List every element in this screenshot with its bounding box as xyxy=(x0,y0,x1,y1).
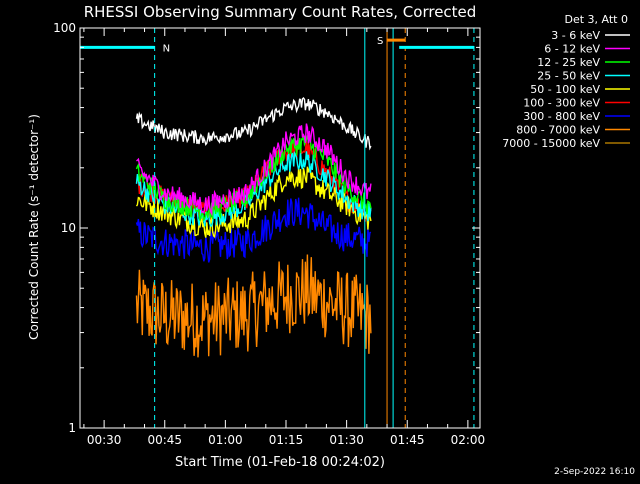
legend-label: 100 - 300 keV xyxy=(523,97,600,110)
legend-label: 3 - 6 keV xyxy=(551,29,600,42)
legend-label: 800 - 7000 keV xyxy=(516,124,600,137)
x-tick-label: 01:15 xyxy=(269,433,304,447)
series-line-6-12keV xyxy=(136,123,372,217)
footer-date: 2-Sep-2022 16:10 xyxy=(554,467,635,477)
series-line-12-25keV xyxy=(135,134,372,222)
series-line-3-6keV xyxy=(135,96,372,151)
legend-label: 6 - 12 keV xyxy=(544,43,600,56)
x-tick-label: 00:30 xyxy=(87,433,122,447)
y-tick-label: 1 xyxy=(68,421,76,435)
x-tick-label: 01:30 xyxy=(329,433,364,447)
plot-area: NS xyxy=(79,28,475,428)
y-axis-label: Corrected Count Rate (s⁻¹ detector⁻¹) xyxy=(27,114,41,340)
legend-label: 300 - 800 keV xyxy=(523,110,600,123)
series-line-50-100keV xyxy=(135,166,372,239)
series-line-300-800keV xyxy=(135,197,372,263)
legend-label: 25 - 50 keV xyxy=(537,70,600,83)
y-tick-label: 10 xyxy=(61,221,76,235)
x-axis-label: Start Time (01-Feb-18 00:24:02) xyxy=(175,455,385,470)
legend-label: 7000 - 15000 keV xyxy=(502,137,600,150)
chart-title: RHESSI Observing Summary Count Rates, Co… xyxy=(84,3,477,21)
flag-label-N: N xyxy=(163,43,170,54)
series-line-800-7000keV xyxy=(135,254,372,358)
legend-label: 12 - 25 keV xyxy=(537,56,600,69)
flag-label-S: S xyxy=(377,36,383,47)
x-tick-label: 01:00 xyxy=(208,433,243,447)
x-tick-label: 01:45 xyxy=(390,433,425,447)
x-tick-label: 00:45 xyxy=(147,433,182,447)
legend-header: Det 3, Att 0 xyxy=(565,13,629,26)
y-tick-label: 100 xyxy=(53,21,76,35)
x-tick-label: 02:00 xyxy=(451,433,486,447)
legend-label: 50 - 100 keV xyxy=(530,83,600,96)
axes: 1 10 100 00:30 00:45 01:00 01:15 01:30 01:45 02:0… xyxy=(53,21,485,447)
